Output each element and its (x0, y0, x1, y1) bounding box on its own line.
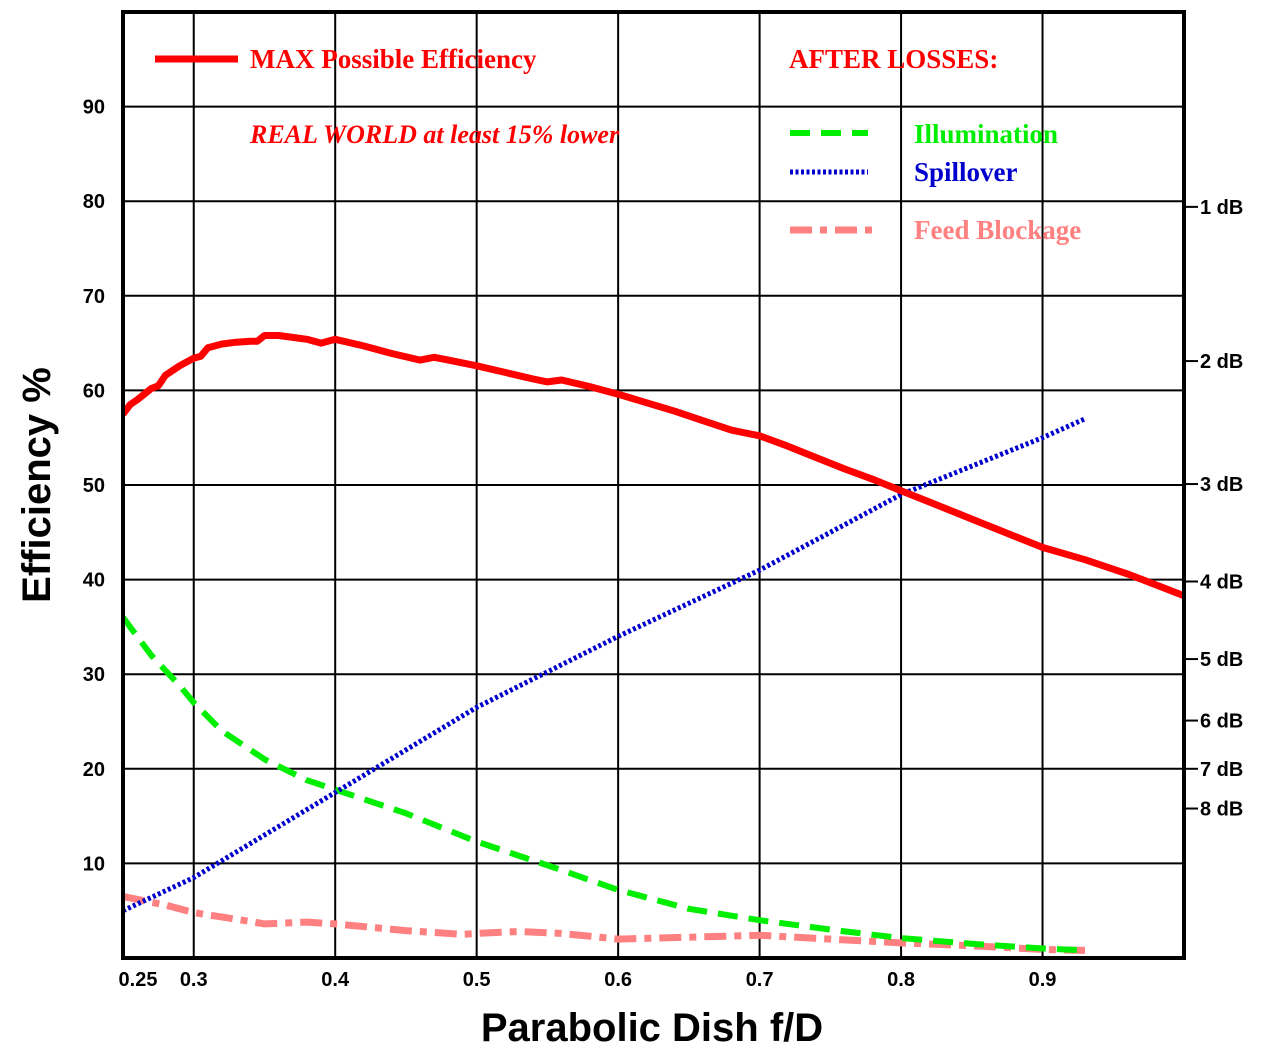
y-tick-label: 20 (83, 759, 105, 781)
series-layer (123, 332, 1184, 954)
legend-label-feed-blockage: Feed Blockage (914, 215, 1081, 245)
x-tick-label: 0.8 (887, 969, 915, 991)
y-tick-label: 80 (83, 191, 105, 213)
y-tick-label: 30 (83, 664, 105, 686)
x-tick-label: 0.6 (604, 969, 632, 991)
legend-label-max-efficiency: MAX Possible Efficiency (250, 44, 537, 74)
legend-header: AFTER LOSSES: (789, 44, 998, 74)
db-tick-label: 2 dB (1200, 351, 1243, 373)
y-axis-title: Efficiency % (15, 367, 59, 603)
db-tick-label: 5 dB (1200, 649, 1243, 671)
series-line-max-possible-efficiency (123, 332, 1184, 599)
x-tick-label: 0.25 (119, 969, 158, 991)
x-tick-label: 0.7 (746, 969, 774, 991)
y-tick-label: 10 (83, 853, 105, 875)
x-axis-title: Parabolic Dish f/D (481, 1006, 823, 1050)
x-tick-label: 0.4 (321, 969, 350, 991)
y-tick-label: 90 (83, 97, 105, 119)
db-tick-label: 6 dB (1200, 711, 1243, 733)
x-tick-label: 0.9 (1029, 969, 1057, 991)
y-tick-label: 40 (83, 570, 105, 592)
legend-label-illumination: Illumination (914, 119, 1058, 149)
x-tick-label: 0.3 (180, 969, 208, 991)
y-tick-labels: 10 20 30 40 50 60 70 80 90 (83, 97, 105, 876)
series-line-illumination (123, 615, 1086, 954)
y-tick-label: 50 (83, 475, 105, 497)
annotation-real-world: REAL WORLD at least 15% lower (249, 120, 620, 149)
legend-label-spillover: Spillover (914, 157, 1018, 187)
db-tick-labels: 1 dB 2 dB 3 dB 4 dB 5 dB 6 dB 7 dB 8 dB (1184, 197, 1243, 821)
db-tick-label: 1 dB (1200, 197, 1243, 219)
db-tick-label: 3 dB (1200, 474, 1243, 496)
db-tick-label: 4 dB (1200, 571, 1243, 593)
legend: MAX Possible Efficiency AFTER LOSSES: Il… (155, 44, 1081, 245)
y-tick-label: 60 (83, 380, 105, 402)
x-tick-label: 0.5 (463, 969, 491, 991)
db-tick-label: 8 dB (1200, 799, 1243, 821)
series-line-spillover (123, 416, 1087, 913)
y-tick-label: 70 (83, 286, 105, 308)
db-tick-label: 7 dB (1200, 759, 1243, 781)
grid (123, 12, 1184, 958)
series-line-feed-blockage (123, 893, 1086, 954)
x-tick-labels: 0.25 0.3 0.4 0.5 0.6 0.7 0.8 0.9 (119, 969, 1057, 991)
